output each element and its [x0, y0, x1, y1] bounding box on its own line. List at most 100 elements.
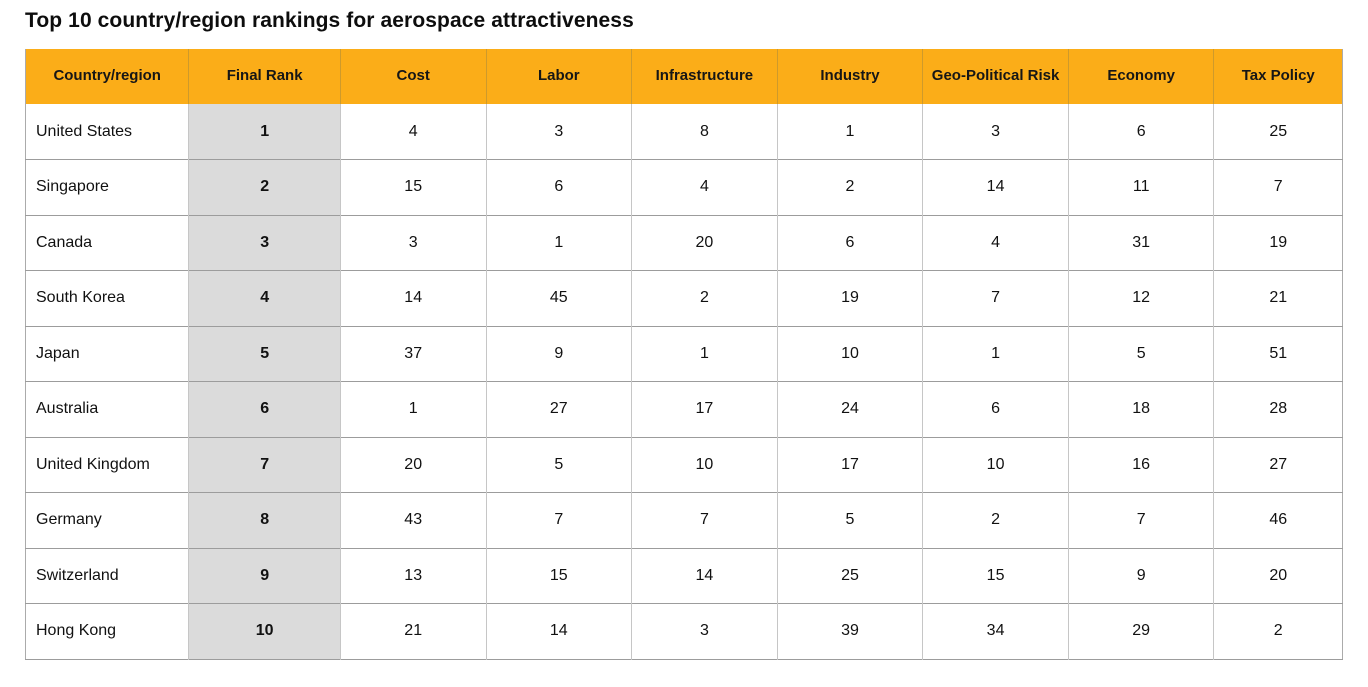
table-row: Japan 5 37 9 1 10 1 5 51	[25, 325, 1343, 382]
column-header-economy: Economy	[1067, 49, 1214, 105]
page-title: Top 10 country/region rankings for aeros…	[25, 9, 634, 32]
score-cell: 15	[339, 159, 486, 216]
score-cell: 6	[485, 159, 632, 216]
score-cell: 27	[1213, 436, 1343, 493]
score-cell: 1	[339, 381, 486, 438]
score-cell: 20	[631, 214, 778, 271]
score-cell: 5	[1067, 325, 1214, 382]
table-row: Australia 6 1 27 17 24 6 18 28	[25, 381, 1343, 438]
score-cell: 10	[922, 436, 1069, 493]
score-cell: 29	[1067, 603, 1214, 660]
score-cell: 51	[1213, 325, 1343, 382]
score-cell: 34	[922, 603, 1069, 660]
table-row: Germany 8 43 7 7 5 2 7 46	[25, 492, 1343, 549]
score-cell: 10	[776, 325, 923, 382]
table-row: Canada 3 3 1 20 6 4 31 19	[25, 214, 1343, 271]
score-cell: 3	[922, 104, 1069, 160]
score-cell: 18	[1067, 381, 1214, 438]
final-rank-cell: 5	[188, 325, 341, 382]
score-cell: 1	[485, 214, 632, 271]
final-rank-cell: 3	[188, 214, 341, 271]
score-cell: 11	[1067, 159, 1214, 216]
score-cell: 2	[922, 492, 1069, 549]
column-header-tax-policy: Tax Policy	[1213, 49, 1343, 105]
table-row: Hong Kong 10 21 14 3 39 34 29 2	[25, 603, 1343, 660]
score-cell: 1	[776, 104, 923, 160]
score-cell: 6	[1067, 104, 1214, 160]
score-cell: 17	[776, 436, 923, 493]
score-cell: 2	[1213, 603, 1343, 660]
score-cell: 24	[776, 381, 923, 438]
column-header-industry: Industry	[776, 49, 923, 105]
final-rank-cell: 8	[188, 492, 341, 549]
score-cell: 7	[922, 270, 1069, 327]
final-rank-cell: 10	[188, 603, 341, 660]
score-cell: 14	[339, 270, 486, 327]
score-cell: 14	[922, 159, 1069, 216]
score-cell: 25	[776, 547, 923, 604]
score-cell: 15	[922, 547, 1069, 604]
score-cell: 14	[631, 547, 778, 604]
score-cell: 7	[631, 492, 778, 549]
score-cell: 15	[485, 547, 632, 604]
score-cell: 19	[776, 270, 923, 327]
final-rank-cell: 1	[188, 104, 341, 160]
country-cell: Singapore	[25, 159, 189, 216]
score-cell: 9	[1067, 547, 1214, 604]
table-body: United States 1 4 3 8 1 3 6 25 Singapore 2 15 6 4 2 14 1…	[25, 104, 1343, 660]
score-cell: 43	[339, 492, 486, 549]
column-header-cost: Cost	[339, 49, 486, 105]
score-cell: 20	[339, 436, 486, 493]
final-rank-cell: 7	[188, 436, 341, 493]
score-cell: 17	[631, 381, 778, 438]
table-row: United Kingdom 7 20 5 10 17 10 16 27	[25, 436, 1343, 493]
score-cell: 12	[1067, 270, 1214, 327]
score-cell: 8	[631, 104, 778, 160]
country-cell: Hong Kong	[25, 603, 189, 660]
score-cell: 2	[776, 159, 923, 216]
score-cell: 3	[339, 214, 486, 271]
final-rank-cell: 9	[188, 547, 341, 604]
score-cell: 21	[339, 603, 486, 660]
score-cell: 3	[485, 104, 632, 160]
column-header-infrastructure: Infrastructure	[631, 49, 778, 105]
country-cell: Germany	[25, 492, 189, 549]
score-cell: 37	[339, 325, 486, 382]
country-cell: Japan	[25, 325, 189, 382]
score-cell: 4	[631, 159, 778, 216]
report-page: Top 10 country/region rankings for aeros…	[25, 8, 1343, 660]
score-cell: 45	[485, 270, 632, 327]
header-row: Country/region Final Rank Cost Labor Inf…	[25, 49, 1343, 105]
score-cell: 14	[485, 603, 632, 660]
final-rank-cell: 6	[188, 381, 341, 438]
score-cell: 4	[922, 214, 1069, 271]
score-cell: 16	[1067, 436, 1214, 493]
table-row: Switzerland 9 13 15 14 25 15 9 20	[25, 547, 1343, 604]
column-header-labor: Labor	[485, 49, 632, 105]
score-cell: 9	[485, 325, 632, 382]
table-row: South Korea 4 14 45 2 19 7 12 21	[25, 270, 1343, 327]
score-cell: 6	[922, 381, 1069, 438]
table-row: Singapore 2 15 6 4 2 14 11 7	[25, 159, 1343, 216]
column-header-final-rank: Final Rank	[188, 49, 341, 105]
score-cell: 27	[485, 381, 632, 438]
score-cell: 28	[1213, 381, 1343, 438]
final-rank-cell: 2	[188, 159, 341, 216]
score-cell: 6	[776, 214, 923, 271]
score-cell: 31	[1067, 214, 1214, 271]
score-cell: 21	[1213, 270, 1343, 327]
rankings-table: Country/region Final Rank Cost Labor Inf…	[25, 49, 1343, 660]
table-header: Country/region Final Rank Cost Labor Inf…	[25, 49, 1343, 105]
score-cell: 7	[485, 492, 632, 549]
table-row: United States 1 4 3 8 1 3 6 25	[25, 104, 1343, 160]
score-cell: 5	[776, 492, 923, 549]
column-header-country: Country/region	[25, 49, 189, 105]
score-cell: 7	[1213, 159, 1343, 216]
country-cell: Canada	[25, 214, 189, 271]
score-cell: 46	[1213, 492, 1343, 549]
score-cell: 1	[631, 325, 778, 382]
score-cell: 4	[339, 104, 486, 160]
score-cell: 5	[485, 436, 632, 493]
country-cell: United Kingdom	[25, 436, 189, 493]
score-cell: 19	[1213, 214, 1343, 271]
